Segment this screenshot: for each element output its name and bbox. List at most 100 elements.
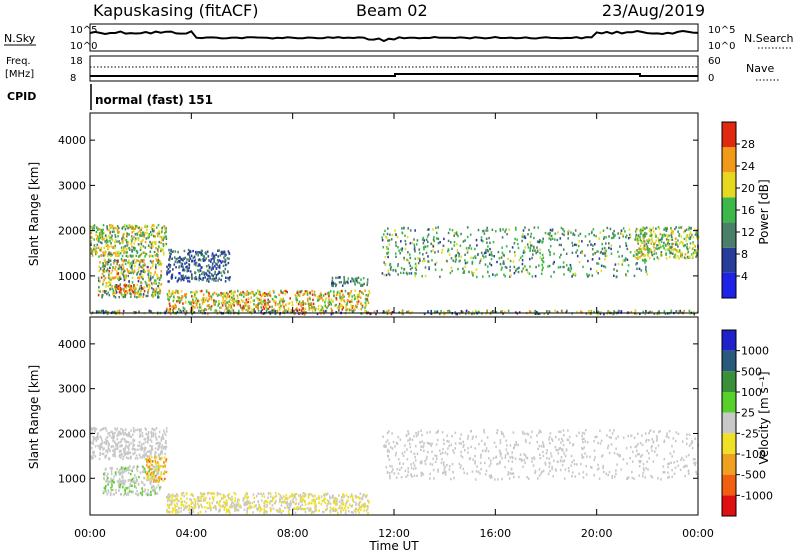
range-cell	[116, 225, 119, 228]
range-cell	[531, 460, 533, 463]
range-cell	[118, 477, 121, 481]
range-cell	[391, 233, 394, 237]
range-cell	[366, 494, 368, 497]
range-cell	[456, 313, 458, 316]
range-cell	[483, 232, 486, 235]
range-cell	[395, 244, 397, 247]
range-cell	[436, 457, 438, 461]
range-cell	[626, 247, 628, 251]
range-cell	[485, 237, 488, 240]
range-cell	[114, 471, 117, 474]
range-cell	[628, 228, 631, 231]
range-cell	[332, 509, 335, 512]
range-cell	[389, 233, 391, 236]
range-cell	[424, 245, 426, 248]
range-cell	[400, 240, 402, 243]
range-cell	[213, 300, 215, 304]
range-cell	[154, 271, 156, 274]
range-cell	[255, 292, 258, 295]
range-cell	[214, 262, 217, 265]
range-cell	[133, 447, 136, 451]
range-cell	[383, 273, 385, 277]
range-cell	[437, 237, 440, 241]
range-cell	[208, 497, 211, 500]
range-cell	[366, 299, 369, 302]
range-cell	[133, 465, 135, 468]
range-cell	[320, 495, 323, 498]
range-cell	[257, 289, 259, 293]
range-cell	[111, 481, 113, 484]
range-cell	[474, 447, 477, 450]
range-cell	[168, 280, 170, 283]
range-cell	[133, 258, 136, 261]
freq-tick-high: 18	[70, 56, 83, 67]
range-cell	[382, 233, 385, 236]
range-cell	[551, 467, 553, 471]
range-cell	[121, 482, 123, 486]
range-cell	[137, 292, 139, 296]
range-cell	[351, 298, 353, 301]
range-cell	[154, 475, 157, 478]
range-cell	[594, 252, 597, 255]
range-cell	[201, 252, 203, 256]
range-cell	[352, 278, 354, 281]
range-cell	[653, 249, 656, 252]
range-cell	[101, 438, 103, 442]
range-cell	[471, 262, 474, 265]
range-cell	[294, 495, 297, 498]
range-cell	[117, 483, 120, 487]
range-cell	[126, 433, 128, 436]
range-cell	[105, 429, 108, 432]
range-cell	[220, 294, 222, 297]
range-cell	[280, 511, 283, 514]
range-cell	[509, 259, 512, 263]
range-cell	[389, 268, 392, 271]
range-cell	[198, 270, 200, 273]
range-cell	[119, 277, 122, 280]
range-cell	[555, 435, 557, 439]
range-cell	[397, 435, 400, 439]
range-cell	[143, 251, 146, 255]
range-cell	[492, 241, 495, 244]
range-cell	[675, 310, 677, 313]
range-cell	[224, 267, 227, 271]
range-cell	[224, 505, 227, 508]
range-cell	[685, 236, 688, 239]
range-cell	[218, 266, 221, 269]
range-cell	[154, 235, 156, 238]
range-cell	[151, 455, 153, 459]
range-cell	[604, 265, 607, 269]
range-cell	[626, 258, 629, 261]
range-cell	[636, 237, 639, 241]
range-cell	[485, 255, 487, 258]
range-cell	[502, 432, 504, 435]
range-cell	[166, 499, 169, 503]
range-cell	[180, 262, 183, 265]
range-cell	[223, 250, 226, 253]
range-cell	[153, 473, 155, 477]
range-cell	[489, 241, 491, 244]
range-cell	[310, 303, 313, 306]
range-cell	[631, 460, 634, 463]
range-cell	[434, 454, 436, 457]
range-cell	[191, 510, 194, 513]
range-cell	[158, 296, 160, 299]
range-cell	[547, 265, 549, 268]
range-cell	[678, 233, 681, 236]
range-cell	[666, 227, 668, 231]
range-cell	[488, 474, 491, 478]
range-cell	[366, 281, 369, 284]
range-cell	[503, 273, 505, 276]
range-cell	[136, 296, 138, 299]
range-cell	[427, 240, 429, 244]
range-cell	[155, 462, 157, 466]
range-cell	[290, 309, 293, 312]
range-cell	[513, 265, 516, 269]
range-cell	[139, 229, 141, 232]
freq-trace	[90, 73, 698, 77]
range-cell	[335, 499, 337, 502]
range-cell	[315, 505, 318, 508]
range-cell	[352, 499, 354, 502]
range-cell	[301, 307, 304, 310]
